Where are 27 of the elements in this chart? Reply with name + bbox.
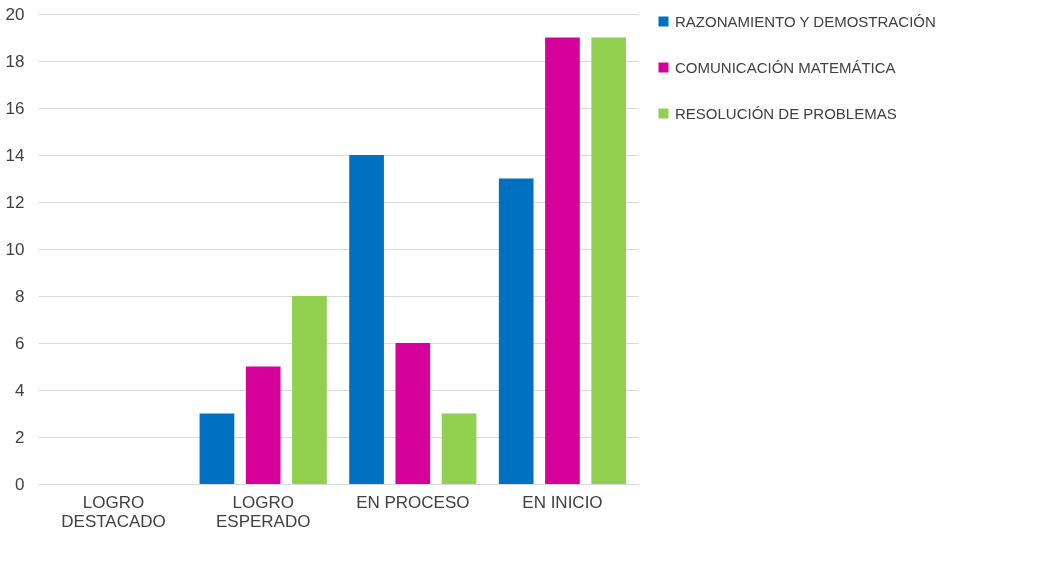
bar: [498, 178, 534, 484]
bar: [591, 37, 627, 484]
y-tick-label: 2: [15, 427, 25, 447]
y-tick-label: 6: [15, 333, 25, 353]
bar: [245, 366, 281, 484]
bar: [199, 413, 235, 484]
y-tick-label: 20: [5, 4, 25, 24]
bar: [395, 343, 431, 484]
x-tick-label: LOGRO ESPERADO: [215, 492, 311, 531]
bar: [545, 37, 580, 484]
y-tick-label: 12: [5, 192, 25, 212]
bar: [292, 296, 327, 484]
y-tick-label: 0: [15, 474, 25, 494]
legend-label: RESOLUCIÓN DE PROBLEMAS: [675, 104, 897, 122]
y-tick-label: 4: [15, 380, 25, 400]
y-tick-label: 10: [5, 239, 25, 259]
bar: [441, 413, 477, 484]
y-tick-label: 8: [15, 286, 25, 306]
y-tick-label: 14: [5, 145, 25, 165]
y-tick-label: 18: [5, 51, 25, 71]
x-tick-label: EN INICIO: [522, 492, 603, 512]
legend-label: COMUNICACIÓN MATEMÁTICA: [675, 58, 896, 76]
x-tick-label: LOGRO DESTACADO: [61, 492, 166, 531]
y-tick-label: 16: [5, 98, 25, 118]
x-tick-label: EN PROCESO: [356, 492, 470, 512]
bar: [349, 155, 384, 484]
legend-label: RAZONAMIENTO Y DEMOSTRACIÓN: [675, 12, 936, 30]
